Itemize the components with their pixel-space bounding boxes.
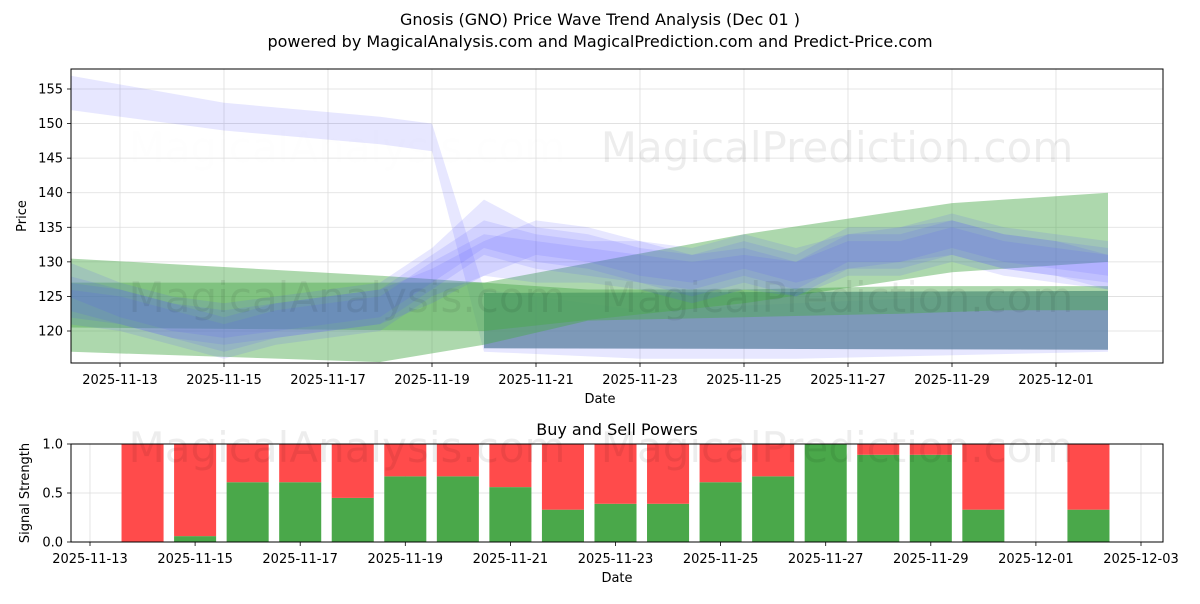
sell-bar: [962, 444, 1005, 510]
buy-bar: [857, 454, 900, 542]
signal-x-tick-label: 2025-11-19: [368, 552, 444, 567]
price-panel: MagicalAnalysis.com MagicalPrediction.co…: [15, 68, 1164, 407]
sell-bar: [436, 444, 479, 477]
price-x-tick-label: 2025-11-23: [602, 373, 678, 388]
buy-bar: [699, 482, 742, 542]
buy-bar: [752, 476, 795, 542]
price-y-tick-label: 135: [38, 221, 63, 236]
price-y-label: Price: [15, 200, 30, 232]
price-x-tick-label: 2025-11-27: [810, 373, 886, 388]
sell-bar: [752, 444, 795, 477]
price-bands: [71, 75, 1108, 363]
sell-bar: [594, 444, 637, 504]
price-band-5: [71, 220, 1108, 345]
sell-bar: [384, 444, 427, 477]
price-y-tick-label: 140: [38, 186, 63, 201]
watermark-prediction-top: MagicalPrediction.com: [601, 123, 1074, 172]
buy-bar: [594, 503, 637, 542]
buy-bar: [1067, 509, 1110, 542]
price-y-tick-label: 150: [38, 117, 63, 132]
signal-x-tick-label: 2025-11-23: [578, 552, 654, 567]
price-x-tick-label: 2025-11-29: [914, 373, 990, 388]
sell-bar: [331, 444, 374, 498]
price-x-tick-label: 2025-11-21: [498, 373, 574, 388]
price-band-3: [71, 258, 1108, 363]
sell-bar: [909, 444, 952, 455]
price-x-label: Date: [584, 392, 615, 407]
price-x-tick-label: 2025-11-15: [186, 373, 262, 388]
signal-y-tick-label: 0.0: [42, 536, 63, 551]
buy-bar: [962, 509, 1005, 542]
price-x-tick-label: 2025-11-13: [82, 373, 158, 388]
buy-bar: [489, 487, 532, 542]
buy-bar: [436, 476, 479, 542]
signal-panel-title: Buy and Sell Powers: [536, 420, 698, 439]
buy-bar: [384, 476, 427, 542]
price-band-7: [71, 227, 1108, 359]
sell-bar: [279, 444, 322, 483]
signal-x-tick-label: 2025-12-01: [998, 552, 1074, 567]
buy-bar: [909, 454, 952, 542]
sell-bar: [541, 444, 584, 510]
watermark-prediction-mid: MagicalPrediction.com: [601, 273, 1074, 322]
signal-x-tick-label: 2025-11-17: [262, 552, 338, 567]
price-x-tick-label: 2025-12-01: [1018, 373, 1094, 388]
sell-bar: [699, 444, 742, 483]
buy-bar: [331, 497, 374, 542]
price-x-ticks: 2025-11-13 2025-11-15 2025-11-17 2025-11-19…: [82, 363, 1094, 388]
watermark-prediction-bottom: MagicalPrediction.com: [601, 423, 1074, 472]
chart-title-line2: powered by MagicalAnalysis.com and Magic…: [267, 32, 932, 51]
signal-x-tick-label: 2025-11-13: [52, 552, 128, 567]
signal-x-tick-label: 2025-12-03: [1103, 552, 1179, 567]
sell-bar: [174, 444, 217, 537]
sell-bar: [489, 444, 532, 488]
price-band-8: [71, 220, 1108, 352]
watermark-analysis-top: MagicalAnalysis.com: [129, 123, 566, 172]
price-y-ticks: 120 125 130 135 140 145 150 155: [38, 83, 71, 340]
sell-bar: [226, 444, 269, 483]
price-x-tick-label: 2025-11-19: [394, 373, 470, 388]
signal-y-ticks: 0.0 0.5 1.0: [42, 438, 71, 551]
price-y-tick-label: 125: [38, 290, 63, 305]
watermark-analysis-mid: MagicalAnalysis.com: [129, 273, 566, 322]
buy-bar: [226, 482, 269, 542]
price-y-tick-label: 120: [38, 325, 63, 340]
signal-y-tick-label: 0.5: [42, 487, 63, 502]
price-band-6: [71, 199, 1108, 338]
price-y-tick-label: 130: [38, 255, 63, 270]
sell-bar: [1067, 444, 1110, 510]
price-y-tick-label: 155: [38, 83, 63, 98]
signal-x-tick-label: 2025-11-25: [683, 552, 759, 567]
price-x-tick-label: 2025-11-25: [706, 373, 782, 388]
buy-bar: [541, 509, 584, 542]
signal-panel: Buy and Sell Powers MagicalAnalysis.com …: [18, 420, 1179, 586]
price-x-tick-label: 2025-11-17: [290, 373, 366, 388]
signal-x-tick-label: 2025-11-27: [788, 552, 864, 567]
signal-x-tick-label: 2025-11-21: [473, 552, 549, 567]
signal-y-tick-label: 1.0: [42, 438, 63, 453]
buy-bar: [279, 482, 322, 542]
signal-bars: [121, 444, 1110, 542]
price-band-2: [484, 290, 1108, 350]
signal-x-tick-label: 2025-11-29: [893, 552, 969, 567]
buy-bar: [647, 503, 690, 542]
watermark-analysis-bottom: MagicalAnalysis.com: [129, 423, 566, 472]
sell-bar: [857, 444, 900, 455]
signal-x-tick-label: 2025-11-15: [157, 552, 233, 567]
sell-bar: [121, 444, 164, 542]
signal-x-ticks: 2025-11-13 2025-11-15 2025-11-17 2025-11-19…: [52, 542, 1179, 567]
price-y-tick-label: 145: [38, 152, 63, 167]
buy-bar: [804, 444, 847, 542]
signal-x-label: Date: [601, 571, 632, 586]
price-band-4: [71, 192, 1108, 331]
buy-bar: [174, 536, 217, 542]
price-axes-frame: [70, 68, 1164, 364]
chart-title-line1: Gnosis (GNO) Price Wave Trend Analysis (…: [400, 10, 800, 29]
signal-y-label: Signal Strength: [18, 443, 33, 543]
sell-bar: [647, 444, 690, 504]
